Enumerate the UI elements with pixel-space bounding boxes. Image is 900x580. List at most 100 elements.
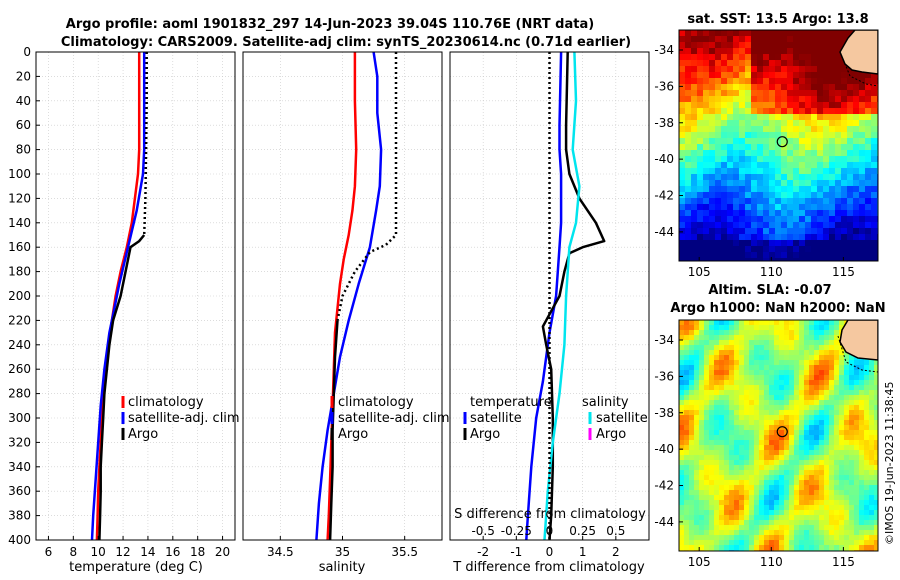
heatmap-cell — [847, 156, 854, 163]
heatmap-cell — [734, 390, 740, 396]
heatmap-cell — [694, 490, 700, 496]
heatmap-cell — [739, 180, 746, 187]
heatmap-cell — [823, 96, 830, 103]
heatmap-cell — [744, 380, 750, 386]
heatmap-cell — [745, 204, 752, 211]
heatmap-cell — [684, 420, 690, 426]
heatmap-cell — [749, 420, 755, 426]
heatmap-cell — [733, 96, 740, 103]
heatmap-cell — [794, 415, 800, 421]
heatmap-cell — [844, 540, 850, 546]
heatmap-cell — [684, 470, 690, 476]
heatmap-cell — [869, 455, 875, 461]
heatmap-cell — [784, 345, 790, 351]
heatmap-cell — [754, 475, 760, 481]
heatmap-cell — [864, 495, 870, 501]
heatmap-cell — [853, 234, 860, 241]
heatmap-cell — [809, 370, 815, 376]
heatmap-cell — [734, 360, 740, 366]
heatmap-cell — [724, 510, 730, 516]
heatmap-cell — [823, 108, 830, 115]
heatmap-cell — [714, 360, 720, 366]
heatmap-cell — [714, 460, 720, 466]
heatmap-cell — [774, 355, 780, 361]
heatmap-cell — [745, 126, 752, 133]
heatmap-cell — [799, 455, 805, 461]
heatmap-cell — [841, 186, 848, 193]
heatmap-cell — [759, 520, 765, 526]
heatmap-cell — [679, 370, 685, 376]
heatmap-cell — [709, 430, 715, 436]
heatmap-cell — [744, 475, 750, 481]
heatmap-cell — [769, 120, 776, 127]
heatmap-cell — [721, 174, 728, 181]
heatmap-cell — [811, 114, 818, 121]
heatmap-cell — [784, 445, 790, 451]
heatmap-cell — [787, 30, 794, 37]
heatmap-cell — [779, 515, 785, 521]
heatmap-cell — [685, 240, 692, 247]
heatmap-cell — [799, 192, 806, 199]
heatmap-cell — [733, 234, 740, 241]
heatmap-cell — [789, 390, 795, 396]
heatmap-cell — [864, 520, 870, 526]
heatmap-cell — [784, 485, 790, 491]
heatmap-cell — [869, 520, 875, 526]
heatmap-cell — [764, 340, 770, 346]
heatmap-cell — [754, 425, 760, 431]
heatmap-cell — [859, 375, 865, 381]
heatmap-cell — [823, 174, 830, 181]
heatmap-cell — [869, 390, 875, 396]
heatmap-cell — [769, 375, 775, 381]
heatmap-cell — [823, 90, 830, 97]
heatmap-cell — [694, 345, 700, 351]
heatmap-cell — [804, 420, 810, 426]
heatmap-cell — [769, 535, 775, 541]
heatmap-cell — [697, 48, 704, 55]
map-x-tick-label: 110 — [760, 265, 783, 279]
heatmap-cell — [764, 350, 770, 356]
heatmap-cell — [854, 365, 860, 371]
heatmap-cell — [764, 345, 770, 351]
heatmap-cell — [824, 455, 830, 461]
heatmap-cell — [865, 132, 872, 139]
heatmap-cell — [819, 320, 825, 326]
heatmap-cell — [769, 180, 776, 187]
heatmap-cell — [679, 180, 686, 187]
heatmap-cell — [793, 96, 800, 103]
heatmap-cell — [844, 410, 850, 416]
heatmap-cell — [729, 370, 735, 376]
heatmap-cell — [789, 320, 795, 326]
heatmap-cell — [779, 430, 785, 436]
heatmap-cell — [685, 192, 692, 199]
legend-climatology-label: climatology — [128, 395, 204, 410]
heatmap-cell — [733, 114, 740, 121]
heatmap-cell — [829, 355, 835, 361]
heatmap-cell — [714, 325, 720, 331]
heatmap-cell — [841, 156, 848, 163]
heatmap-cell — [739, 222, 746, 229]
map-y-tick-label: -36 — [654, 369, 674, 383]
heatmap-cell — [859, 465, 865, 471]
heatmap-cell — [865, 222, 872, 229]
heatmap-cell — [694, 450, 700, 456]
heatmap-cell — [849, 515, 855, 521]
heatmap-cell — [739, 345, 745, 351]
heatmap-cell — [847, 216, 854, 223]
heatmap-cell — [824, 545, 830, 551]
heatmap-cell — [859, 395, 865, 401]
heatmap-cell — [793, 138, 800, 145]
heatmap-cell — [799, 132, 806, 139]
heatmap-cell — [734, 355, 740, 361]
heatmap-cell — [724, 410, 730, 416]
heatmap-cell — [679, 500, 685, 506]
heatmap-cell — [691, 30, 698, 37]
heatmap-cell — [754, 325, 760, 331]
heatmap-cell — [699, 410, 705, 416]
heatmap-cell — [764, 515, 770, 521]
heatmap-cell — [839, 350, 845, 356]
heatmap-cell — [824, 395, 830, 401]
heatmap-cell — [839, 480, 845, 486]
heatmap-cell — [721, 30, 728, 37]
heatmap-cell — [745, 84, 752, 91]
